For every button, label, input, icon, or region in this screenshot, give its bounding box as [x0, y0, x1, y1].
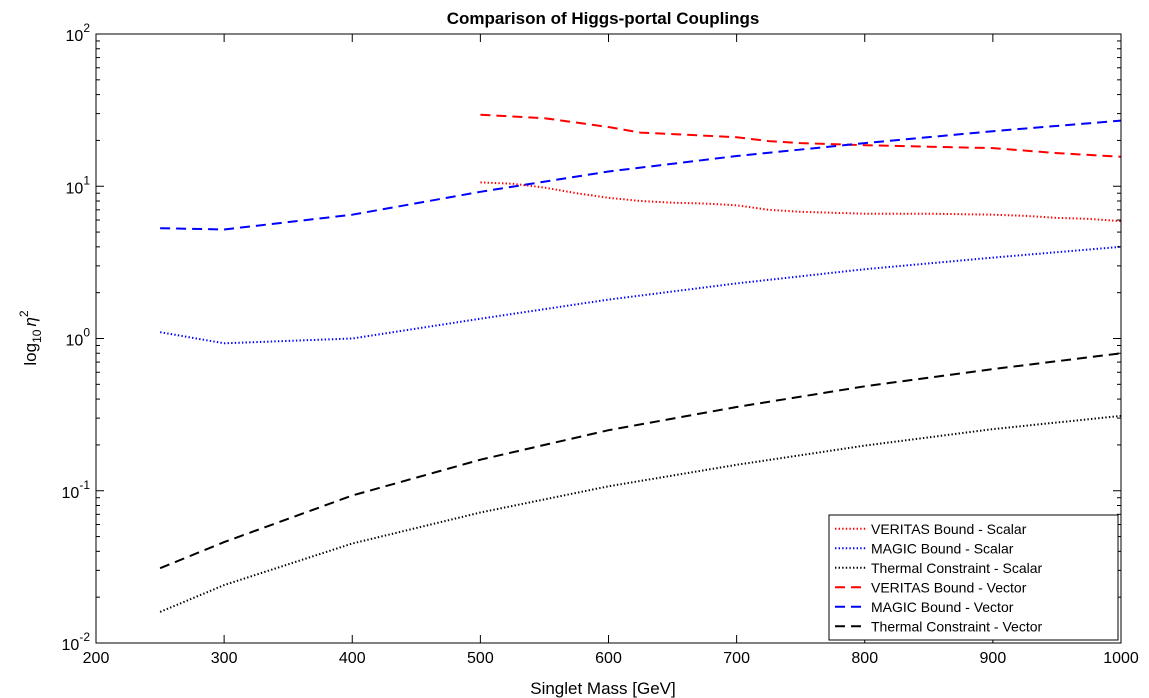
- y-axis-title-base: log: [21, 343, 40, 366]
- y-tick-label-base: 10: [62, 637, 80, 654]
- legend-label: MAGIC Bound - Scalar: [871, 540, 1014, 556]
- y-tick-label-base: 10: [62, 485, 80, 502]
- y-tick-label-exp: 0: [83, 326, 90, 340]
- y-tick-label-exp: -1: [79, 478, 90, 492]
- legend-box: [828, 514, 1119, 641]
- legend-label: MAGIC Bound - Vector: [871, 599, 1014, 615]
- legend: VERITAS Bound - Scalar MAGIC Bound - Scal…: [828, 514, 1119, 641]
- series-line-5: [160, 119, 1122, 231]
- y-tick-label: 10-2: [62, 630, 91, 654]
- chart-title: Comparison of Higgs-portal Couplings: [447, 9, 760, 28]
- series-line-6: [159, 352, 1122, 570]
- x-tick-label: 500: [467, 650, 494, 667]
- series-line-2: [159, 245, 1122, 345]
- y-tick-label: 100: [66, 326, 91, 350]
- y-tick-label-base: 10: [66, 180, 84, 197]
- y-tick-label: 10-1: [62, 478, 91, 502]
- legend-label: Thermal Constraint - Vector: [871, 618, 1043, 634]
- legend-label: VERITAS Bound - Scalar: [871, 521, 1027, 537]
- x-axis-title: Singlet Mass [GeV]: [530, 679, 676, 698]
- x-tick-label: 1000: [1103, 650, 1139, 667]
- series-line-1: [480, 181, 1122, 223]
- y-tick-label-exp: 1: [83, 173, 90, 187]
- y-tick-label-base: 10: [66, 333, 84, 350]
- x-tick-label: 200: [83, 650, 110, 667]
- x-tick-label: 900: [980, 650, 1007, 667]
- y-axis-title-eta: η: [21, 317, 40, 326]
- x-tick-label: 600: [595, 650, 622, 667]
- series-line-4: [480, 113, 1122, 158]
- x-tick-label: 700: [723, 650, 750, 667]
- y-tick-label-exp: -2: [79, 630, 90, 644]
- x-tick-label: 400: [339, 650, 366, 667]
- plot-area: 200 300 400 500 600 700 800 900 100010-210-11001…: [62, 21, 1139, 667]
- y-axis-title-sup: 2: [17, 310, 31, 317]
- x-tick-label: 300: [211, 650, 238, 667]
- legend-label: VERITAS Bound - Vector: [871, 579, 1027, 595]
- legend-label: Thermal Constraint - Scalar: [871, 560, 1043, 576]
- y-tick-label-base: 10: [66, 28, 84, 45]
- y-tick-label: 102: [66, 21, 91, 45]
- y-tick-label-exp: 2: [83, 21, 90, 35]
- x-tick-label: 800: [851, 650, 878, 667]
- y-tick-label: 101: [66, 173, 91, 197]
- y-axis-title: log10 η2: [17, 310, 44, 366]
- y-axis-title-sub: 10: [30, 329, 44, 343]
